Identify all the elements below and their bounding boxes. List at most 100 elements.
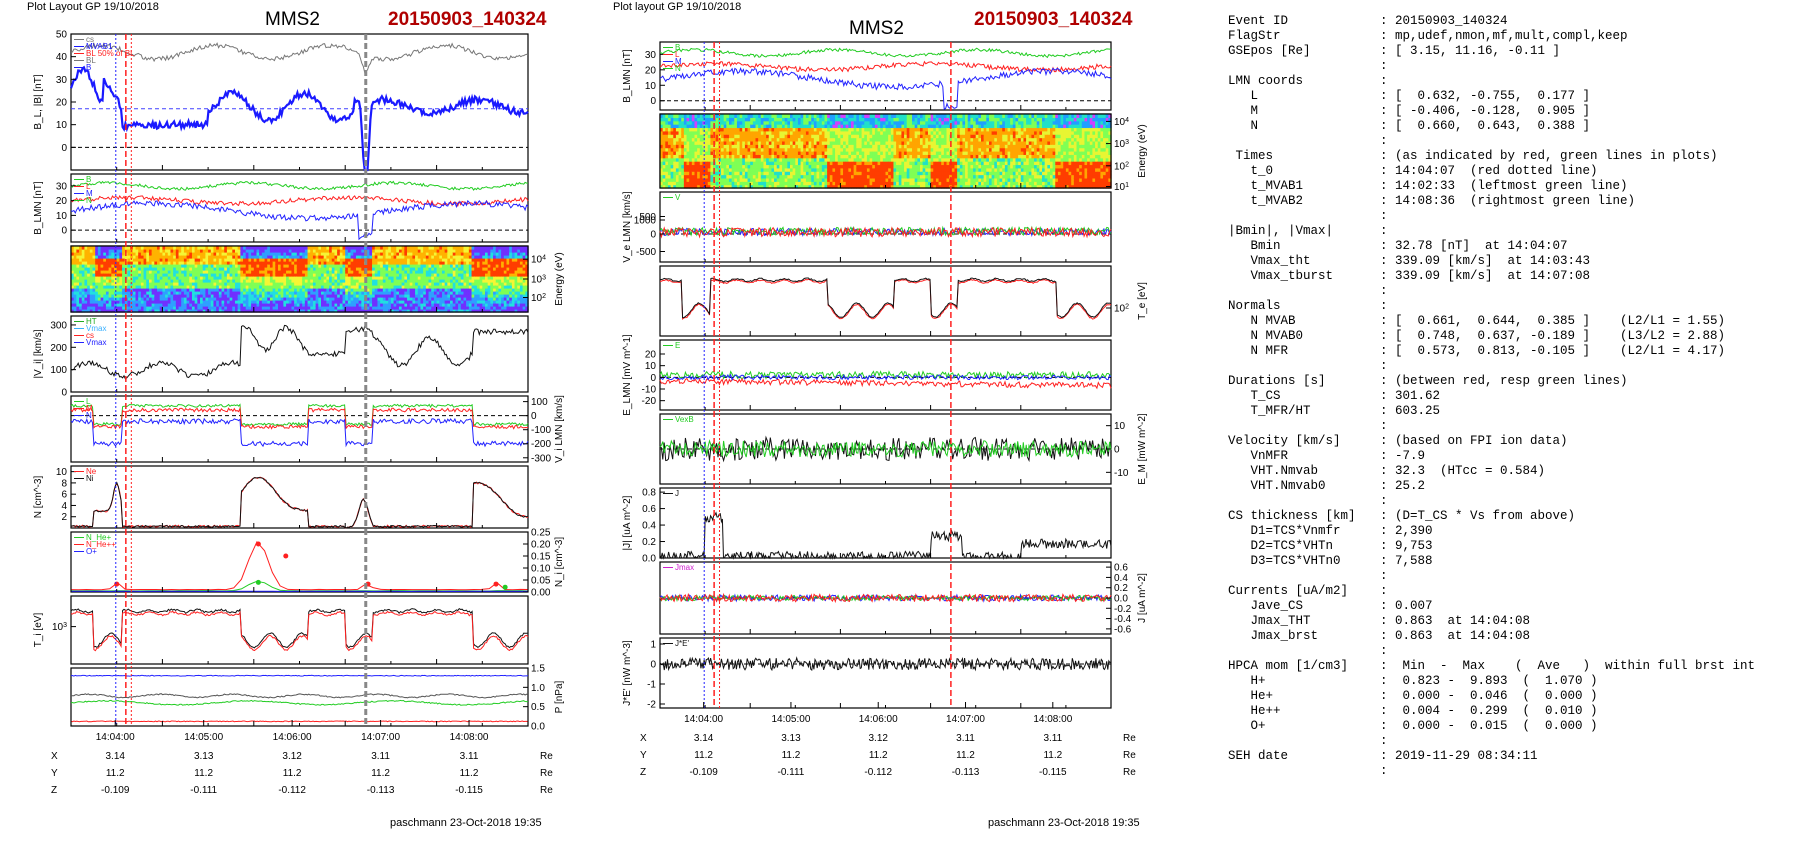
heatmap-cell	[710, 124, 714, 129]
heatmap-cell	[294, 309, 298, 313]
heatmap-cell	[439, 267, 443, 271]
heatmap-cell	[471, 261, 475, 265]
heatmap-cell	[138, 252, 142, 256]
heatmap-cell	[401, 249, 405, 253]
heatmap-cell	[750, 147, 754, 152]
heatmap-cell	[503, 303, 508, 307]
heatmap-cell	[455, 273, 459, 277]
heatmap-cell	[272, 288, 276, 292]
heatmap-cell	[433, 309, 438, 313]
heatmap-cell	[670, 134, 674, 139]
heatmap-cell	[116, 309, 120, 313]
heatmap-cell	[264, 264, 268, 268]
heatmap-cell	[267, 252, 271, 256]
heatmap-cell	[183, 297, 188, 301]
y-tick-label: 30	[645, 50, 657, 61]
heatmap-cell	[662, 130, 666, 135]
heatmap-cell	[702, 167, 706, 172]
heatmap-cell	[272, 300, 276, 304]
heatmap-cell	[79, 309, 83, 313]
heatmap-cell	[760, 164, 765, 169]
heatmap-cell	[202, 285, 207, 289]
heatmap-cell	[675, 130, 680, 135]
heatmap-cell	[221, 255, 225, 259]
y-tick-label: 6	[61, 490, 67, 501]
heatmap-cell	[167, 279, 172, 283]
heatmap-cell	[728, 181, 733, 186]
heatmap-cell	[760, 124, 765, 129]
heatmap-cell	[439, 294, 443, 298]
heatmap-cell	[662, 127, 666, 132]
heatmap-cell	[468, 288, 473, 292]
heatmap-cell	[750, 114, 754, 118]
heatmap-cell	[431, 297, 435, 301]
heatmap-cell	[304, 297, 309, 301]
heatmap-cell	[189, 252, 193, 256]
heatmap-cell	[175, 306, 180, 310]
heatmap-cell	[97, 255, 102, 259]
heatmap-cell	[731, 117, 735, 122]
heatmap-cell	[345, 303, 349, 307]
heatmap-cell	[396, 300, 400, 304]
heatmap-cell	[183, 252, 188, 256]
heatmap-cell	[87, 309, 91, 313]
heatmap-cell	[522, 279, 526, 283]
heatmap-cell	[170, 270, 174, 274]
heatmap-cell	[157, 294, 161, 298]
heatmap-cell	[286, 252, 290, 256]
heatmap-cell	[755, 144, 759, 149]
heatmap-cell	[162, 270, 166, 274]
heatmap-cell	[261, 270, 266, 274]
heatmap-cell	[337, 267, 341, 271]
heatmap-cell	[73, 255, 77, 259]
heatmap-cell	[138, 294, 142, 298]
heatmap-cell	[200, 279, 204, 283]
heatmap-cell	[95, 276, 99, 280]
heatmap-cell	[388, 300, 392, 304]
heatmap-cell	[210, 252, 215, 256]
heatmap-cell	[487, 261, 491, 265]
heatmap-cell	[374, 300, 379, 304]
heatmap-cell	[353, 264, 357, 268]
heatmap-cell	[291, 267, 295, 271]
heatmap-cell	[660, 130, 664, 135]
heatmap-cell	[519, 309, 524, 313]
heatmap-cell	[425, 306, 430, 310]
heatmap-cell	[474, 249, 478, 253]
heatmap-cell	[484, 255, 489, 259]
heatmap-cell	[97, 303, 102, 307]
heatmap-cell	[428, 276, 432, 280]
heatmap-cell	[148, 285, 153, 289]
heatmap-cell	[495, 279, 500, 283]
heatmap-cell	[458, 279, 462, 283]
heatmap-cell	[726, 120, 730, 125]
heatmap-cell	[471, 255, 475, 259]
heatmap-cell	[501, 285, 505, 289]
y-tick-label: 20	[56, 98, 68, 109]
heatmap-cell	[758, 167, 762, 172]
heatmap-cell	[200, 276, 204, 280]
heatmap-cell	[517, 270, 521, 274]
heatmap-cell	[723, 127, 727, 132]
heatmap-cell	[334, 300, 338, 304]
heatmap-cell	[143, 297, 147, 301]
heatmap-cell	[364, 264, 368, 268]
heatmap-cell	[275, 303, 279, 307]
heatmap-cell	[747, 157, 751, 162]
heatmap-cell	[89, 261, 94, 265]
heatmap-cell	[248, 273, 252, 277]
heatmap-cell	[347, 285, 352, 289]
heatmap-cell	[498, 297, 502, 301]
heatmap-cell	[210, 249, 215, 253]
heatmap-cell	[452, 267, 457, 271]
heatmap-cell	[218, 288, 223, 292]
heatmap-cell	[167, 273, 172, 277]
heatmap-cell	[310, 282, 314, 286]
series-line	[70, 540, 529, 591]
heatmap-cell	[345, 246, 349, 250]
heatmap-cell	[79, 306, 83, 310]
panel-frame	[659, 41, 1112, 111]
heatmap-cell	[92, 309, 96, 313]
heatmap-cell	[189, 276, 193, 280]
series-line	[70, 406, 529, 430]
